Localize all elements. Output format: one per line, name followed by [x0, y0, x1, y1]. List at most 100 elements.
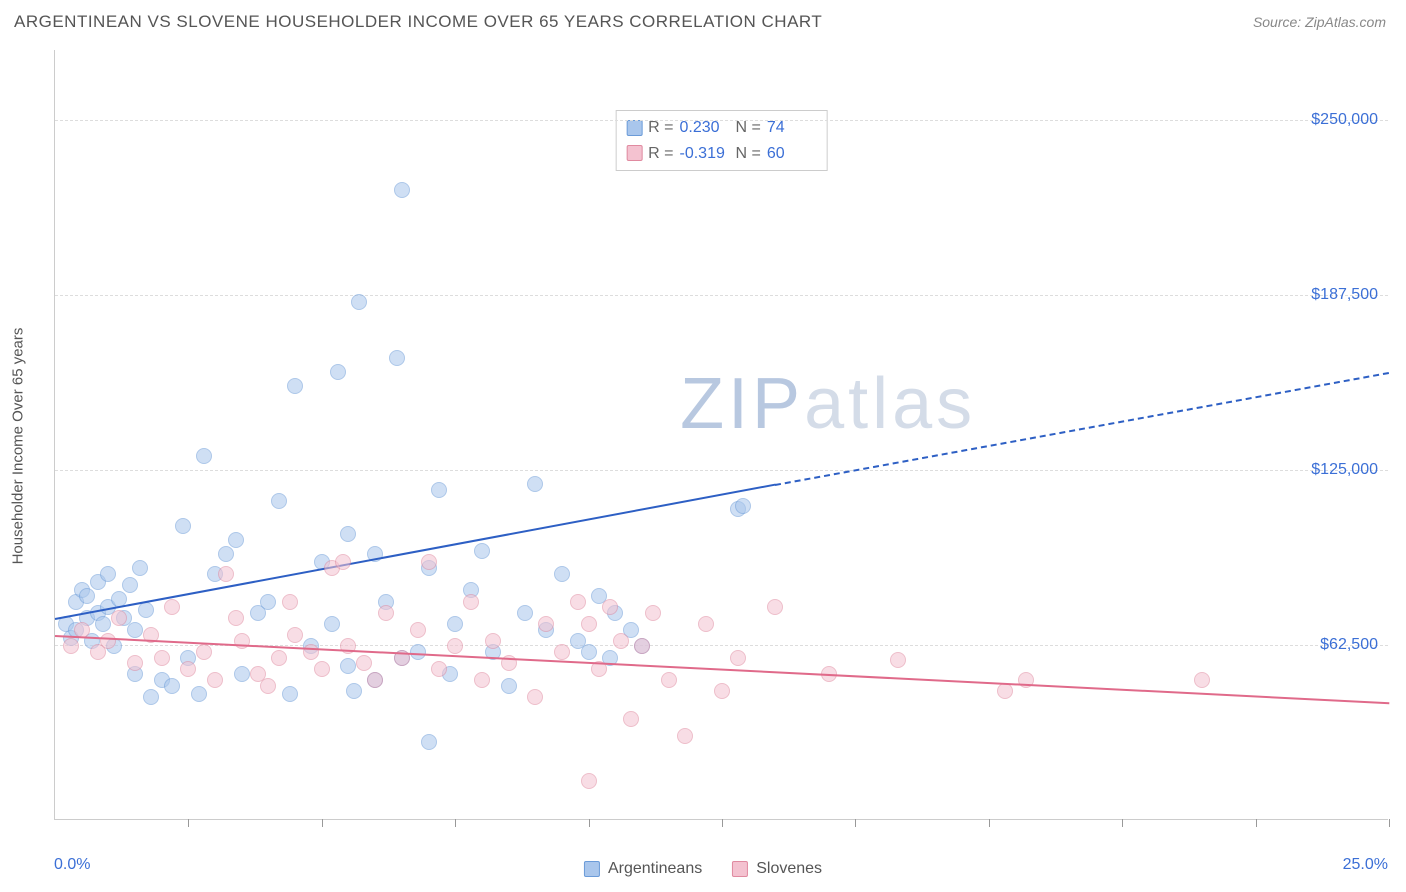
- data-point: [378, 605, 394, 621]
- data-point: [314, 661, 330, 677]
- legend-label: Argentineans: [608, 860, 702, 878]
- data-point: [282, 594, 298, 610]
- data-point: [714, 683, 730, 699]
- data-point: [175, 518, 191, 534]
- data-point: [997, 683, 1013, 699]
- gridline: [55, 120, 1388, 121]
- data-point: [180, 661, 196, 677]
- y-tick-label: $187,500: [1311, 286, 1378, 304]
- legend-item: Slovenes: [732, 860, 822, 878]
- data-point: [570, 594, 586, 610]
- n-value: 60: [767, 141, 817, 167]
- r-label: R =: [648, 141, 673, 167]
- data-point: [613, 633, 629, 649]
- data-point: [228, 532, 244, 548]
- data-point: [581, 644, 597, 660]
- x-tick: [322, 819, 323, 827]
- series-swatch: [626, 145, 642, 161]
- x-tick: [855, 819, 856, 827]
- gridline: [55, 470, 1388, 471]
- r-value: -0.319: [680, 141, 730, 167]
- data-point: [154, 650, 170, 666]
- data-point: [474, 543, 490, 559]
- data-point: [367, 672, 383, 688]
- data-point: [447, 638, 463, 654]
- data-point: [127, 655, 143, 671]
- series-swatch: [626, 120, 642, 136]
- data-point: [330, 364, 346, 380]
- data-point: [132, 560, 148, 576]
- data-point: [623, 711, 639, 727]
- data-point: [100, 633, 116, 649]
- data-point: [335, 554, 351, 570]
- data-point: [538, 616, 554, 632]
- data-point: [431, 661, 447, 677]
- y-axis-label: Householder Income Over 65 years: [10, 328, 27, 565]
- data-point: [351, 294, 367, 310]
- data-point: [122, 577, 138, 593]
- x-tick: [989, 819, 990, 827]
- data-point: [63, 638, 79, 654]
- chart-legend: Argentineans Slovenes: [584, 860, 822, 878]
- watermark: ZIPatlas: [680, 363, 976, 445]
- data-point: [447, 616, 463, 632]
- scatter-chart: ZIPatlas R =0.230N =74R =-0.319N =60 $62…: [54, 50, 1388, 820]
- data-point: [474, 672, 490, 688]
- y-tick-label: $250,000: [1311, 111, 1378, 129]
- data-point: [485, 633, 501, 649]
- trend-line: [55, 484, 776, 620]
- data-point: [100, 566, 116, 582]
- data-point: [271, 493, 287, 509]
- data-point: [581, 773, 597, 789]
- data-point: [677, 728, 693, 744]
- y-tick-label: $125,000: [1311, 461, 1378, 479]
- x-tick: [722, 819, 723, 827]
- data-point: [645, 605, 661, 621]
- data-point: [260, 678, 276, 694]
- data-point: [602, 599, 618, 615]
- data-point: [340, 526, 356, 542]
- data-point: [421, 554, 437, 570]
- legend-item: Argentineans: [584, 860, 702, 878]
- x-tick: [589, 819, 590, 827]
- x-tick: [455, 819, 456, 827]
- data-point: [164, 599, 180, 615]
- data-point: [735, 498, 751, 514]
- data-point: [287, 378, 303, 394]
- x-tick: [188, 819, 189, 827]
- data-point: [421, 734, 437, 750]
- x-tick: [1389, 819, 1390, 827]
- source-attribution: Source: ZipAtlas.com: [1253, 14, 1386, 30]
- data-point: [389, 350, 405, 366]
- data-point: [303, 644, 319, 660]
- data-point: [554, 644, 570, 660]
- y-tick-label: $62,500: [1320, 636, 1378, 654]
- legend-swatch: [584, 861, 600, 877]
- data-point: [234, 666, 250, 682]
- legend-label: Slovenes: [756, 860, 822, 878]
- data-point: [730, 650, 746, 666]
- data-point: [431, 482, 447, 498]
- data-point: [463, 594, 479, 610]
- chart-title: ARGENTINEAN VS SLOVENE HOUSEHOLDER INCOM…: [14, 12, 822, 32]
- data-point: [394, 182, 410, 198]
- x-tick: [1256, 819, 1257, 827]
- data-point: [340, 658, 356, 674]
- data-point: [356, 655, 372, 671]
- legend-swatch: [732, 861, 748, 877]
- n-label: N =: [736, 115, 761, 141]
- data-point: [661, 672, 677, 688]
- r-value: 0.230: [680, 115, 730, 141]
- r-label: R =: [648, 115, 673, 141]
- data-point: [287, 627, 303, 643]
- data-point: [95, 616, 111, 632]
- data-point: [143, 689, 159, 705]
- data-point: [501, 678, 517, 694]
- data-point: [207, 672, 223, 688]
- data-point: [218, 546, 234, 562]
- gridline: [55, 295, 1388, 296]
- data-point: [1194, 672, 1210, 688]
- data-point: [346, 683, 362, 699]
- data-point: [324, 616, 340, 632]
- x-axis-max-label: 25.0%: [1343, 856, 1388, 874]
